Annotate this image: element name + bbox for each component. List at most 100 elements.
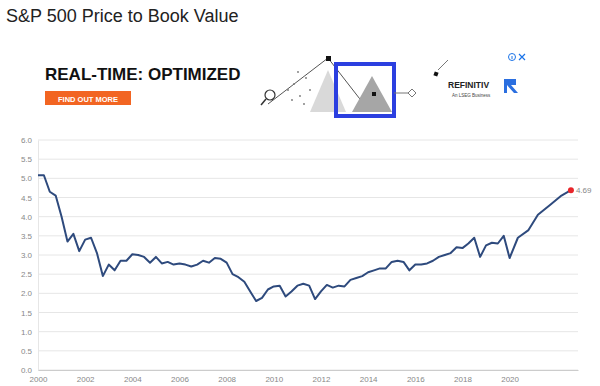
y-tick: 5.0	[21, 174, 38, 183]
x-tick: 2014	[360, 370, 378, 384]
banner-graphic-dot	[293, 83, 295, 85]
x-tick-label: 2010	[265, 375, 283, 384]
banner-graphic-marker	[326, 56, 331, 61]
y-tick-label: 1.5	[21, 309, 33, 318]
banner-logo[interactable]	[504, 79, 518, 93]
x-tick-label: 2002	[77, 375, 95, 384]
x-tick: 2008	[218, 370, 236, 384]
y-tick-label: 4.0	[21, 213, 33, 222]
x-tick-label: 2018	[454, 375, 472, 384]
y-tick-label: 2.0	[21, 289, 33, 298]
grid-line	[38, 255, 578, 256]
banner-graphic-triangle	[310, 70, 346, 112]
grid-line	[38, 312, 578, 313]
annotation-label: 4.69	[576, 186, 592, 195]
banner-headline[interactable]: REAL-TIME: OPTIMIZED	[45, 65, 240, 84]
banner-graphic-link	[394, 93, 408, 94]
grid-line	[38, 350, 578, 351]
banner-graphic-dot	[303, 103, 305, 105]
y-tick-label: 5.0	[21, 174, 33, 183]
banner-graphic-square	[336, 64, 394, 116]
grid-line	[38, 274, 578, 275]
banner-graphic-line	[268, 58, 370, 112]
x-tick: 2000	[30, 370, 48, 384]
banner-close-icon[interactable]	[519, 54, 525, 60]
grid-line	[38, 159, 578, 160]
chart-title: S&P 500 Price to Book Value	[6, 6, 238, 26]
x-tick: 2002	[77, 370, 95, 384]
annotation-marker	[568, 187, 574, 193]
y-tick: 6.0	[21, 136, 38, 145]
y-tick-label: 3.0	[21, 251, 33, 260]
banner-info-icon[interactable]	[509, 54, 516, 61]
grid-line	[38, 197, 578, 198]
banner-graphic-dot	[299, 95, 301, 97]
banner-graphic-diamond	[408, 89, 416, 97]
banner-brand[interactable]: REFINITIV	[448, 80, 489, 90]
banner-graphic-dot	[305, 77, 307, 79]
y-axis: 0.00.51.01.52.02.53.03.54.04.55.05.56.0	[21, 136, 39, 375]
banner-tagline[interactable]: An LSEG Business	[452, 93, 491, 98]
x-tick: 2016	[407, 370, 425, 384]
banner-graphic-triangle-inner	[352, 76, 392, 112]
data-line	[38, 175, 571, 301]
banner-graphic-marker	[433, 71, 438, 76]
y-tick: 5.5	[21, 155, 38, 164]
banner-graphic-dot	[287, 89, 289, 91]
grid-line	[38, 370, 578, 371]
x-tick: 2004	[124, 370, 142, 384]
x-tick-label: 2008	[218, 375, 236, 384]
grid-line	[38, 331, 578, 332]
y-tick: 0.5	[21, 347, 38, 356]
grid-line	[38, 216, 578, 217]
x-tick: 2020	[501, 370, 519, 384]
y-tick-label: 5.5	[21, 155, 33, 164]
grid	[38, 140, 578, 370]
banner-graphic-dot	[309, 89, 311, 91]
banner-graphic-link	[438, 60, 448, 70]
grid-line	[38, 140, 578, 141]
x-tick-label: 2004	[124, 375, 142, 384]
banner-graphic-dot	[291, 99, 293, 101]
banner-button-label[interactable]: FIND OUT MORE	[58, 95, 118, 104]
x-tick: 2012	[313, 370, 331, 384]
y-tick: 3.5	[21, 232, 38, 241]
y-tick: 4.5	[21, 194, 38, 203]
y-tick: 1.0	[21, 328, 38, 337]
y-tick-label: 6.0	[21, 136, 33, 145]
grid-line	[38, 293, 578, 294]
banner-graphic-marker	[372, 92, 376, 96]
grid-line	[38, 178, 578, 179]
x-tick-label: 2020	[501, 375, 519, 384]
banner-background[interactable]	[30, 44, 530, 118]
y-tick: 2.5	[21, 270, 38, 279]
y-tick: 3.0	[21, 251, 38, 260]
x-tick-label: 2006	[171, 375, 189, 384]
x-tick: 2018	[454, 370, 472, 384]
y-tick: 1.5	[21, 309, 38, 318]
grid-line	[38, 235, 578, 236]
x-tick: 2006	[171, 370, 189, 384]
plot-area	[38, 175, 574, 301]
banner[interactable]: REAL-TIME: OPTIMIZED FIND OUT MORE REFINIT…	[30, 44, 530, 118]
chart-svg: S&P 500 Price to Book Value REAL-TIME: OP…	[0, 0, 600, 386]
banner-info-icon[interactable]	[512, 56, 513, 59]
y-tick: 2.0	[21, 289, 38, 298]
x-axis-line	[39, 370, 579, 371]
banner-button[interactable]	[45, 91, 131, 105]
y-tick: 4.0	[21, 213, 38, 222]
y-tick-label: 3.5	[21, 232, 33, 241]
x-tick-label: 2000	[30, 375, 48, 384]
x-axis: 2000 2002 2004 2006 2008 2010 2012 2014 2016 2018…	[30, 370, 579, 384]
banner-graphic-handle	[261, 99, 266, 105]
banner-graphic-lens	[265, 90, 275, 100]
y-tick-label: 4.5	[21, 194, 33, 203]
x-tick: 2010	[265, 370, 283, 384]
x-tick-label: 2014	[360, 375, 378, 384]
y-tick-label: 2.5	[21, 270, 33, 279]
y-tick-label: 0.5	[21, 347, 33, 356]
x-tick-label: 2016	[407, 375, 425, 384]
banner-graphic-dot	[297, 71, 299, 73]
y-tick-label: 1.0	[21, 328, 33, 337]
x-tick-label: 2012	[313, 375, 331, 384]
